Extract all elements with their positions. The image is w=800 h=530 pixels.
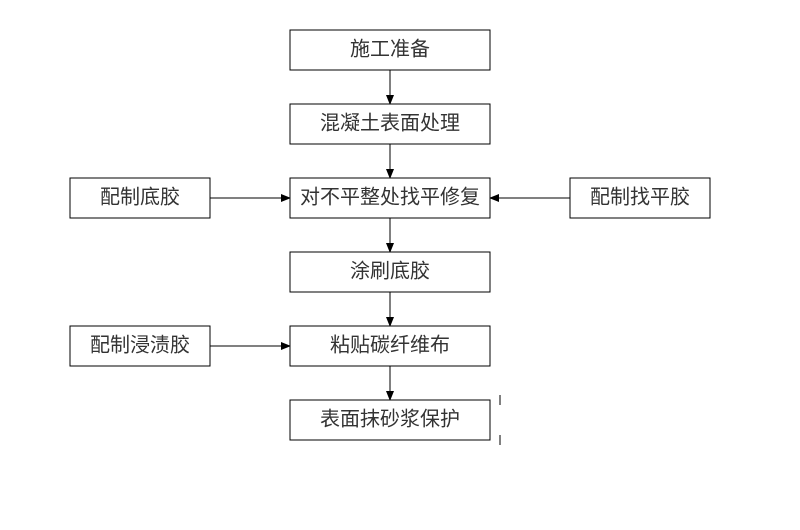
flow-node-label: 对不平整处找平修复 <box>300 186 480 209</box>
flow-node-label: 配制浸渍胶 <box>90 334 190 357</box>
flow-node-n6: 表面抹砂浆保护 <box>290 400 490 440</box>
flow-node-label: 粘贴碳纤维布 <box>330 334 450 357</box>
flow-node-label: 表面抹砂浆保护 <box>320 408 460 431</box>
flow-node-s1: 配制底胶 <box>70 178 210 218</box>
flow-node-label: 配制底胶 <box>100 186 180 209</box>
flow-node-label: 配制找平胶 <box>590 186 690 209</box>
flow-node-n5: 粘贴碳纤维布 <box>290 326 490 366</box>
flow-node-label: 涂刷底胶 <box>350 260 430 283</box>
flow-node-label: 施工准备 <box>350 38 430 61</box>
flow-node-s3: 配制浸渍胶 <box>70 326 210 366</box>
flow-node-n3: 对不平整处找平修复 <box>290 178 490 218</box>
flow-node-s2: 配制找平胶 <box>570 178 710 218</box>
flow-node-n1: 施工准备 <box>290 30 490 70</box>
flow-node-n4: 涂刷底胶 <box>290 252 490 292</box>
flowchart-canvas: 施工准备混凝土表面处理对不平整处找平修复涂刷底胶粘贴碳纤维布表面抹砂浆保护 配制底… <box>0 0 800 530</box>
flow-node-n2: 混凝土表面处理 <box>290 104 490 144</box>
flow-node-label: 混凝土表面处理 <box>320 112 460 135</box>
